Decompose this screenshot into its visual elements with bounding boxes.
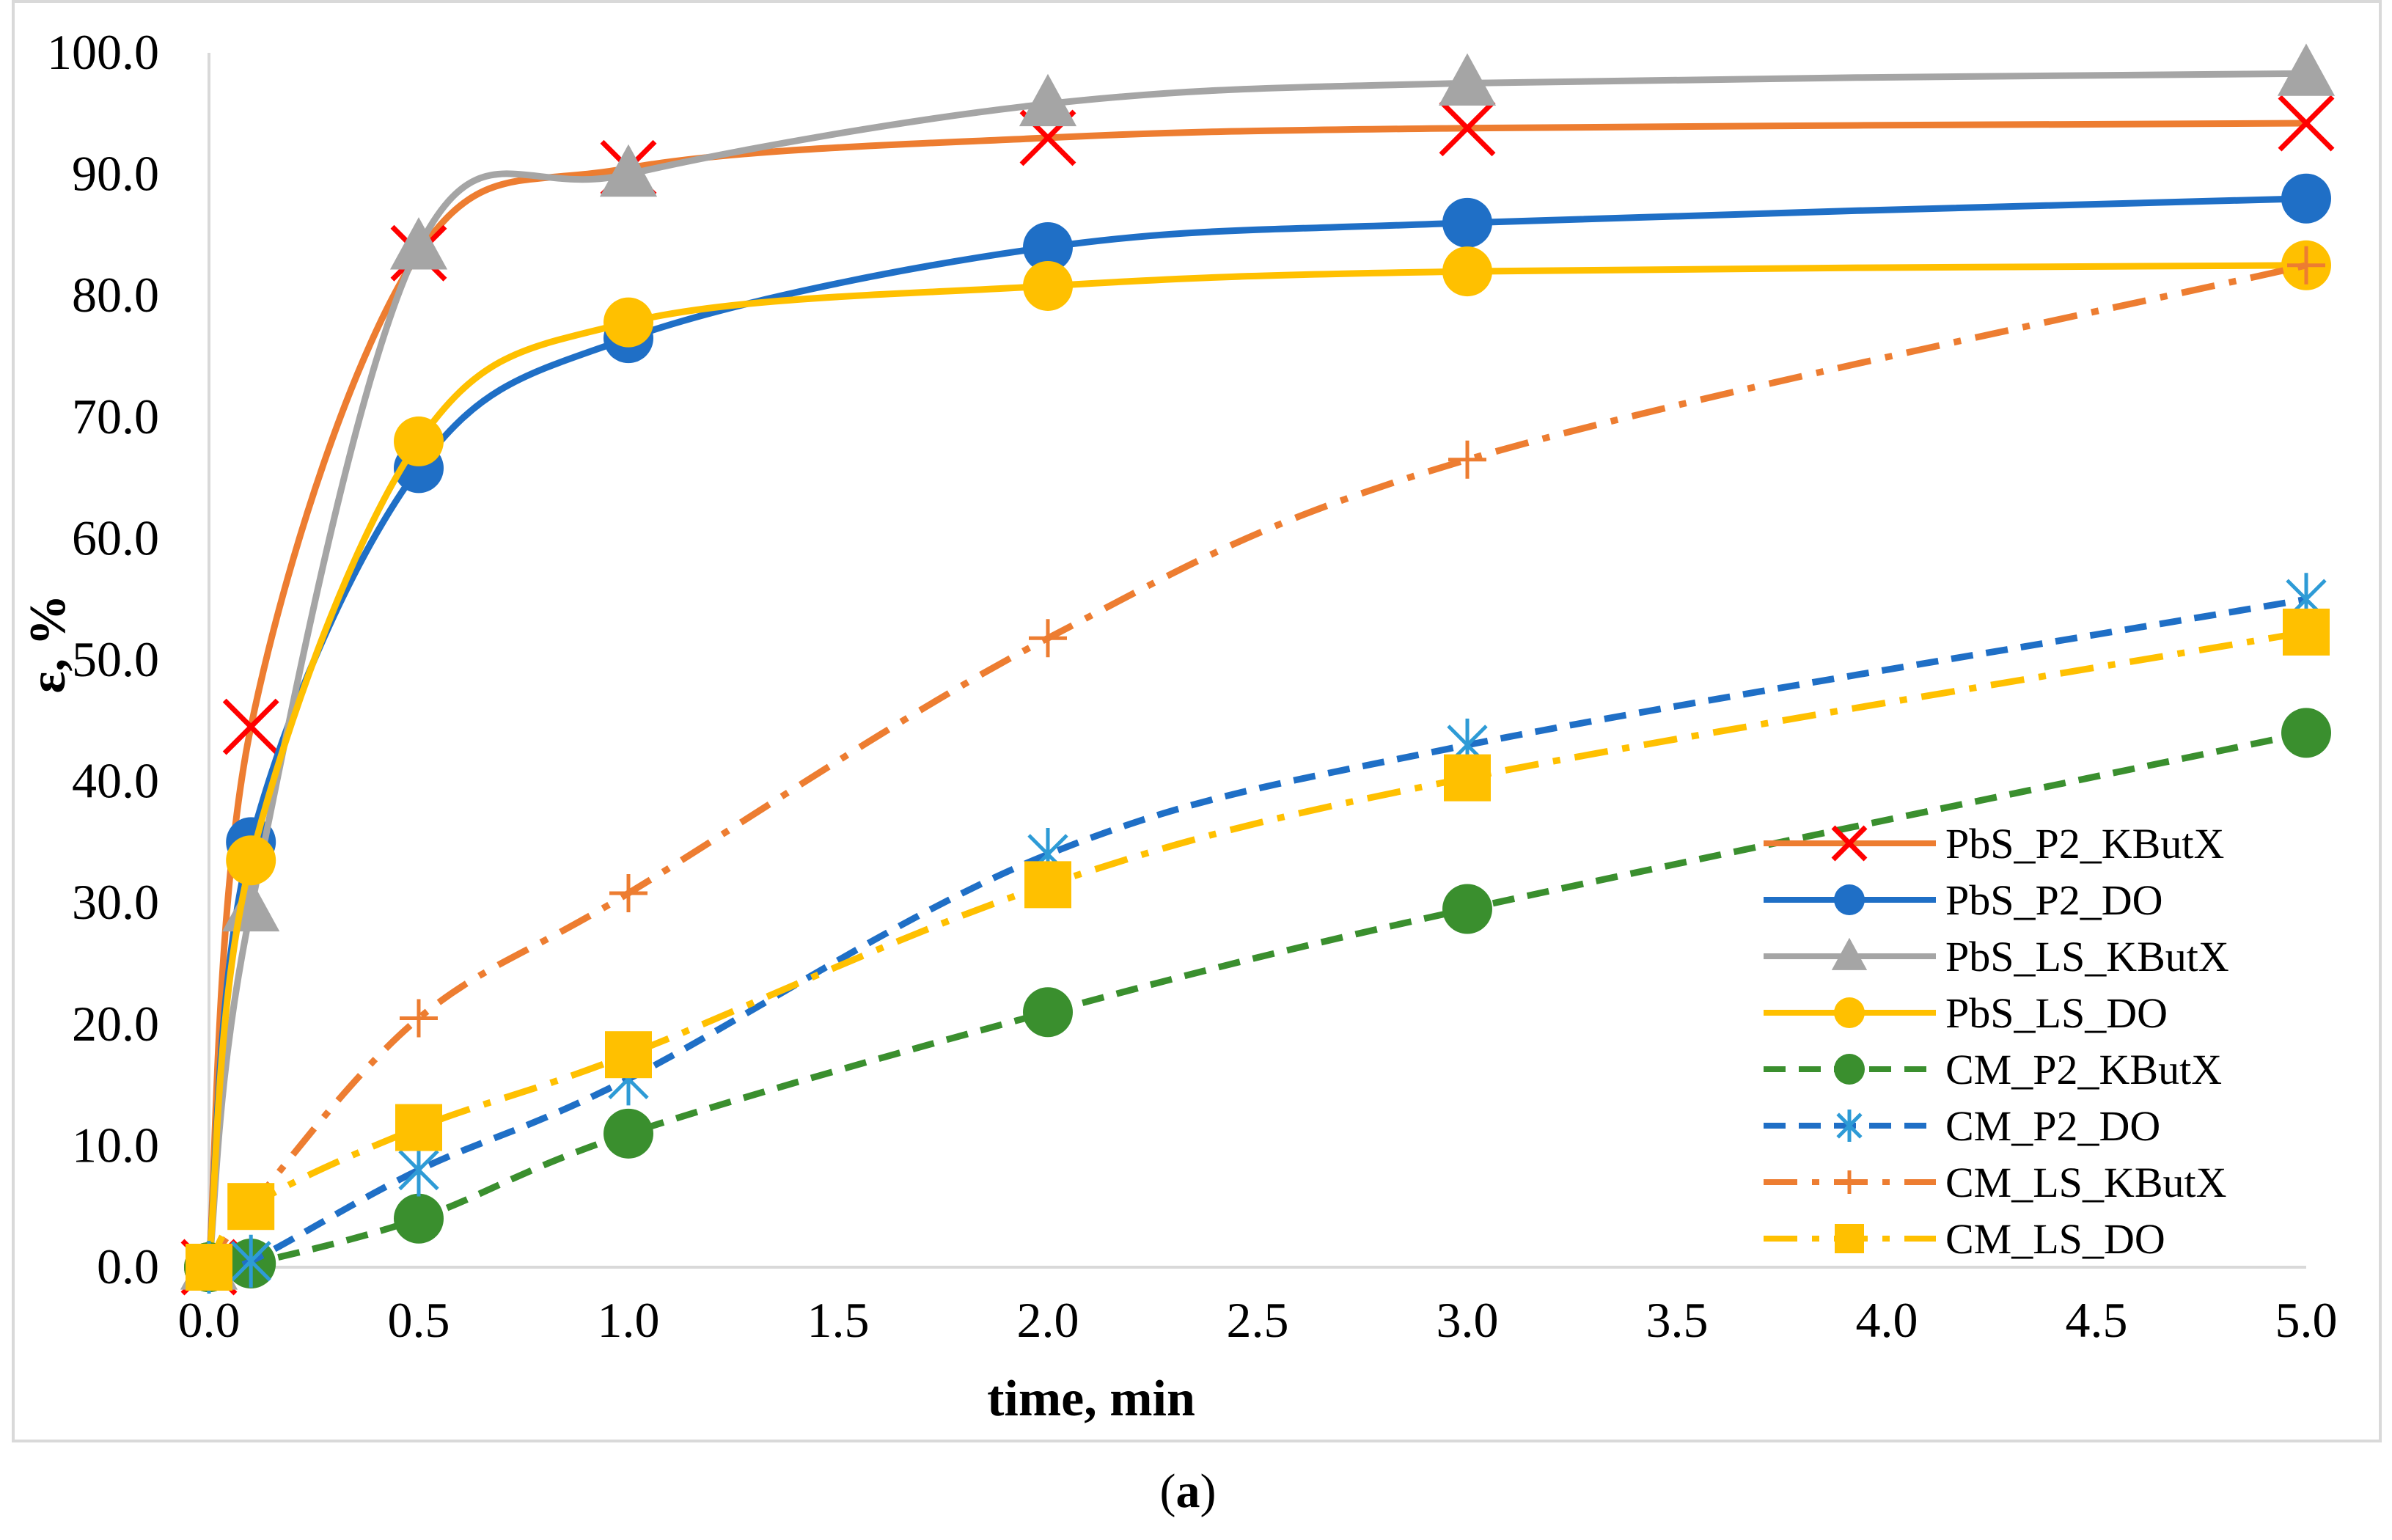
legend-label: CM_LS_DO [1945,1215,2165,1263]
legend-swatch-marker [1831,825,1868,862]
data-point [1442,246,1492,297]
y-tick-label: 80.0 [72,267,159,323]
legend-entry: PbS_P2_DO [1764,876,2163,924]
data-point [1438,53,1497,106]
y-tick-label: 100.0 [47,24,159,80]
y-tick-label: 60.0 [72,510,159,565]
data-point [1023,987,1073,1038]
series-CM_LS_DO [186,608,2330,1291]
x-tick-label: 1.0 [598,1292,660,1348]
legend-label: PbS_P2_DO [1945,876,2163,924]
x-tick-label: 2.0 [1017,1292,1079,1348]
data-point [2281,173,2331,224]
data-point [226,835,276,886]
x-tick-label: 0.5 [388,1292,450,1348]
y-tick-label: 30.0 [72,874,159,930]
data-point [389,217,448,270]
data-point [1024,861,1071,909]
data-point [395,1104,442,1151]
data-point [1442,884,1492,934]
legend-label: PbS_LS_KButX [1945,933,2229,980]
series-PbS_LS_DO [184,240,2331,1292]
x-tick-label: 4.0 [1856,1292,1918,1348]
caption-letter: a [1176,1464,1200,1518]
data-point [394,416,444,466]
data-point [1019,73,1077,127]
x-tick-label: 3.0 [1437,1292,1499,1348]
data-point [398,1143,439,1197]
y-tick-label: 0.0 [97,1239,159,1294]
data-point [230,1234,271,1288]
data-point [1023,221,1073,272]
x-tick-label: 3.5 [1646,1292,1709,1348]
data-point [1029,619,1067,658]
x-tick-label: 2.5 [1227,1292,1289,1348]
legend-swatch-marker [1834,1054,1865,1085]
y-tick-label: 20.0 [72,996,159,1052]
data-point [1023,260,1073,311]
x-axis-title: time, min [987,1371,1195,1427]
legend-swatch-marker [1835,1224,1864,1253]
legend-swatch-marker [1834,997,1865,1028]
x-tick-label: 1.5 [807,1292,870,1348]
x-tick-label: 4.5 [2066,1292,2128,1348]
legend-entry: PbS_LS_DO [1764,989,2168,1037]
data-point [603,297,653,348]
data-point [222,698,279,755]
y-tick-label: 40.0 [72,753,159,809]
legend-entry: CM_LS_KButX [1764,1159,2227,1206]
data-point [2283,608,2330,656]
y-tick-label: 70.0 [72,389,159,444]
y-tick-label: 10.0 [72,1117,159,1173]
data-point [2281,708,2331,758]
data-point [227,1183,275,1231]
legend-label: CM_P2_KButX [1945,1046,2222,1093]
data-point [394,1193,444,1244]
legend-label: CM_P2_DO [1945,1102,2160,1150]
data-point [1439,100,1496,157]
legend-entry: CM_P2_KButX [1764,1046,2222,1093]
legend-label: PbS_LS_DO [1945,989,2168,1037]
x-tick-label: 5.0 [2275,1292,2338,1348]
data-point [2277,43,2336,96]
data-point [603,1108,653,1159]
data-point [605,1031,652,1079]
legend-entry: PbS_LS_KButX [1764,933,2229,980]
series-line [206,628,2307,1269]
y-tick-label: 90.0 [72,146,159,202]
series-line [205,120,2307,1268]
data-point [2278,95,2335,152]
legend-entry: PbS_P2_KButX [1764,820,2224,868]
figure-caption: (a) [1160,1464,1217,1518]
data-point [609,873,647,912]
x-tick-label: 0.0 [178,1292,241,1348]
data-point [1442,197,1492,248]
data-point [1444,754,1491,802]
series-line [208,595,2307,1274]
legend-swatch-marker [1834,884,1865,915]
y-axis-title: ε, % [20,595,76,694]
data-point [186,1244,232,1291]
legend-entry: CM_P2_DO [1764,1102,2160,1150]
y-tick-label: 50.0 [72,631,159,687]
data-point [2287,246,2325,285]
legend-swatch-marker [1836,1110,1863,1142]
legend-entry: CM_LS_DO [1764,1215,2165,1263]
data-point [400,999,438,1038]
legend-label: PbS_P2_KButX [1945,820,2224,868]
legend-swatch-marker [1831,937,1868,970]
legend-swatch-marker [1838,1170,1861,1194]
data-point [599,144,658,197]
legend-label: CM_LS_KButX [1945,1159,2227,1206]
data-point [1448,440,1486,479]
